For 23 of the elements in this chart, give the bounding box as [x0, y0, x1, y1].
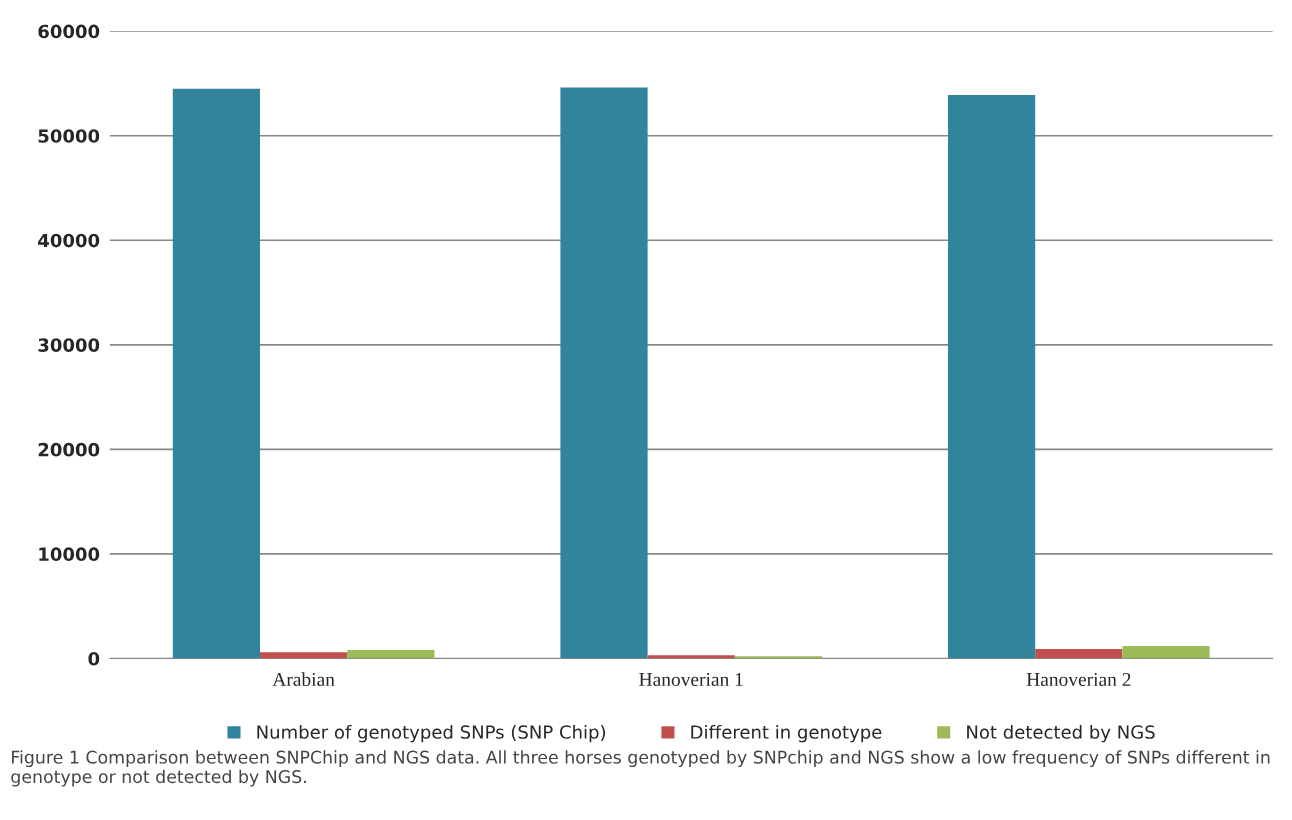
legend-label: Not detected by NGS [967, 724, 1155, 743]
bar [172, 88, 261, 659]
bar [948, 94, 1036, 659]
y-tick-label: 10000 [39, 547, 100, 562]
bar [1035, 649, 1123, 659]
bar [647, 655, 735, 659]
y-tick-label: 20000 [38, 442, 100, 457]
y-tick-label: 0 [88, 651, 100, 666]
y-tick-label: 60000 [38, 24, 100, 39]
legend-label: Different in genotype [691, 724, 882, 743]
caption: Figure 1 Comparison between SNPChip and NGS data. All three horses genotyped by SNPchip and NGS show a low frequency of SNPs different in genotype or not detected by NGS. [11, 750, 1270, 787]
bar [347, 650, 435, 659]
bar [734, 656, 823, 659]
x-tick-label: Arabian [272, 672, 335, 687]
legend-label: Number of genotyped SNPs (SNP Chip) [257, 724, 605, 743]
bar [260, 652, 348, 659]
y-tick-label: 50000 [38, 129, 100, 143]
y-tick-label: 30000 [38, 338, 100, 352]
bar [560, 87, 648, 659]
bar [1122, 645, 1210, 659]
x-tick-label: Hanoverian 1 [639, 672, 743, 687]
y-tick-label: 40000 [38, 233, 100, 248]
x-tick-label: Hanoverian 2 [1026, 672, 1131, 687]
